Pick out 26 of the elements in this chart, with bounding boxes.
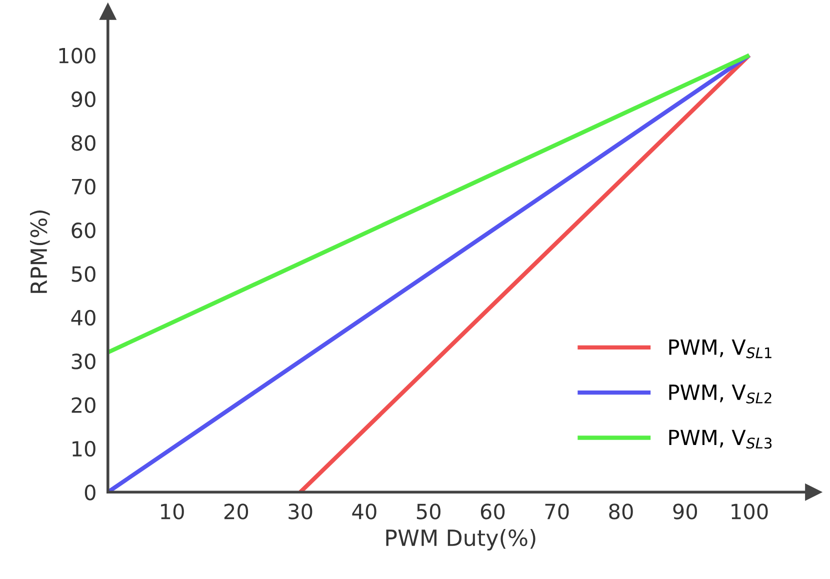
y-tick-label: 40 <box>71 310 96 326</box>
y-tick-label: 60 <box>72 222 96 238</box>
y-tick-label: 0 <box>84 484 96 500</box>
y-tick-label: 10 <box>72 440 96 457</box>
y-tick-label: 50 <box>72 266 96 282</box>
x-tick-label: 50 <box>416 504 440 520</box>
x-tick-label: 30 <box>288 504 312 520</box>
x-tick-label: 70 <box>545 504 569 520</box>
y-tick-label: 80 <box>72 135 96 151</box>
x-tick-label: 90 <box>673 504 697 520</box>
x-tick-label: 40 <box>352 504 376 520</box>
y-tick-label: 100 <box>59 48 96 64</box>
y-tick-label: 30 <box>72 354 96 370</box>
x-tick-label: 20 <box>224 504 248 520</box>
legend-label: PWM, V$_{SL1}$ <box>669 340 772 358</box>
legend-label: PWM, V$_{SL2}$ <box>669 384 772 404</box>
legend-label: PWM, V$_{SL3}$ <box>669 430 772 449</box>
x-tick-label: 60 <box>480 504 505 520</box>
x-axis-title: PWM Duty(%) <box>386 529 536 550</box>
y-axis-title: RPM(%) <box>30 210 50 293</box>
y-tick-label: 70 <box>72 178 96 195</box>
y-tick-label: 20 <box>72 397 96 413</box>
y-tick-label: 90 <box>72 91 96 108</box>
x-tick-label: 100 <box>732 504 768 520</box>
x-tick-label: 80 <box>609 504 633 520</box>
x-tick-label: 10 <box>161 504 184 520</box>
